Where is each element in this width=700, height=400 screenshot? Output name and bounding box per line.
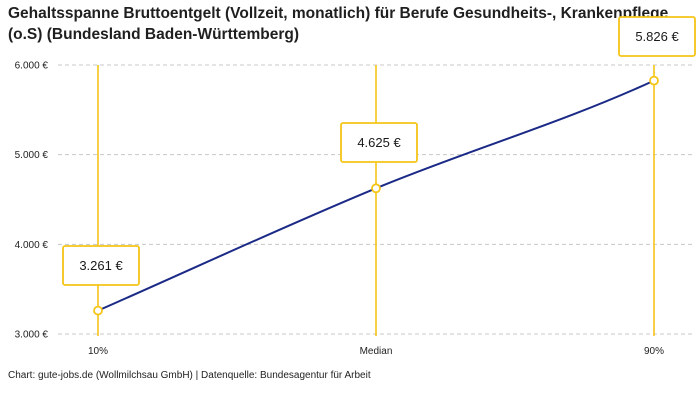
data-points <box>93 75 659 316</box>
data-label-callout: 3.261 € <box>62 245 140 286</box>
data-label: 4.625 € <box>357 135 401 150</box>
y-axis-ticks: 3.000 € 4.000 € 5.000 € 6.000 € <box>15 61 49 341</box>
y-tick-label: 3.000 € <box>15 330 49 341</box>
y-tick-label: 5.000 € <box>15 150 49 161</box>
data-point <box>649 75 659 86</box>
data-point <box>371 183 381 194</box>
x-axis-ticks: 10% Median 90% <box>88 346 664 357</box>
data-label: 5.826 € <box>635 29 679 44</box>
x-tick-label: 90% <box>644 346 664 357</box>
data-point <box>93 305 103 316</box>
y-tick-label: 4.000 € <box>15 240 49 251</box>
data-label-callout: 4.625 € <box>340 122 418 163</box>
percentile-marker-lines <box>97 65 655 336</box>
callout-box <box>618 16 696 57</box>
chart-title: Gehaltsspanne Bruttoentgelt (Vollzeit, m… <box>8 5 669 43</box>
callout-box <box>62 245 140 286</box>
data-label: 3.261 € <box>79 258 123 273</box>
x-tick-label: 10% <box>88 346 108 357</box>
callout-box <box>340 122 418 163</box>
x-tick-label: Median <box>360 346 393 357</box>
data-label-callouts: 3.261 € 4.625 € 5.826 € <box>62 16 696 286</box>
y-tick-label: 6.000 € <box>15 61 49 72</box>
chart-source: Chart: gute-jobs.de (Wollmilchsau GmbH) … <box>8 370 371 381</box>
data-label-callout: 5.826 € <box>618 16 696 57</box>
